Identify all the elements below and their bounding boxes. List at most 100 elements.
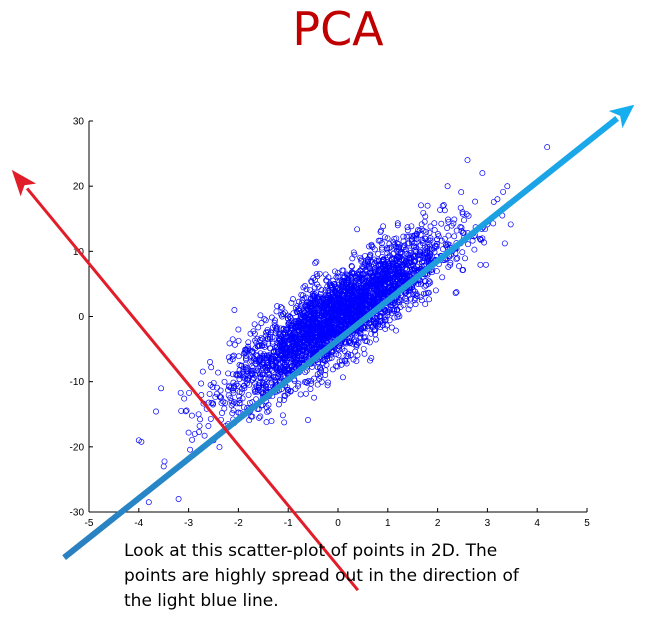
data-point: [354, 295, 361, 302]
data-point: [479, 235, 486, 242]
data-point: [216, 444, 223, 451]
data-point: [437, 206, 444, 213]
data-point: [337, 296, 344, 303]
data-point: [205, 423, 212, 429]
data-point: [257, 413, 264, 420]
data-point: [353, 358, 360, 365]
data-point: [256, 414, 262, 421]
data-point: [494, 196, 501, 203]
data-point: [297, 391, 304, 398]
data-point: [363, 292, 370, 299]
data-points: [135, 144, 551, 506]
data-point: [217, 387, 224, 394]
data-point: [308, 312, 315, 319]
data-point: [407, 302, 414, 309]
data-point: [458, 228, 465, 234]
data-point: [465, 212, 472, 219]
data-point: [240, 404, 247, 411]
data-point: [425, 237, 432, 244]
data-point: [252, 380, 259, 387]
data-point: [391, 314, 398, 321]
data-point: [161, 458, 168, 465]
data-point: [328, 313, 335, 320]
data-point: [303, 390, 309, 397]
data-point: [330, 295, 337, 302]
data-point: [199, 368, 206, 375]
data-point: [394, 314, 401, 321]
data-point: [273, 324, 280, 331]
data-point: [368, 270, 375, 277]
data-point: [222, 399, 229, 406]
data-point: [315, 359, 322, 366]
data-point: [257, 374, 264, 381]
data-point: [478, 237, 484, 244]
data-point: [459, 209, 466, 216]
data-point: [456, 263, 462, 270]
data-point: [451, 216, 458, 223]
data-point: [229, 336, 236, 343]
data-point: [401, 260, 408, 267]
data-point: [240, 372, 247, 379]
data-point: [444, 225, 451, 231]
data-point: [303, 331, 309, 338]
data-point: [284, 340, 291, 347]
data-point: [445, 218, 452, 225]
data-point: [423, 228, 430, 235]
data-point: [419, 238, 426, 245]
data-point: [483, 261, 489, 268]
data-point: [145, 499, 152, 506]
data-point: [367, 257, 374, 264]
data-point: [267, 335, 273, 342]
data-point: [216, 393, 223, 400]
data-point: [263, 404, 270, 411]
data-point: [324, 322, 331, 329]
data-point: [382, 277, 389, 284]
data-point: [358, 285, 365, 292]
data-point: [283, 357, 290, 364]
data-point: [208, 364, 215, 371]
data-point: [443, 241, 450, 248]
data-point: [280, 325, 287, 332]
data-point: [236, 393, 243, 400]
data-point: [287, 321, 294, 328]
data-point: [337, 318, 344, 325]
data-point: [295, 341, 302, 348]
data-point: [201, 432, 208, 439]
data-point: [277, 304, 284, 311]
data-point: [339, 267, 346, 274]
data-point: [242, 356, 249, 363]
data-point: [238, 362, 245, 369]
data-point: [381, 288, 388, 295]
data-point: [301, 379, 308, 386]
data-point: [420, 227, 427, 234]
data-point: [400, 238, 407, 245]
data-point: [324, 382, 331, 389]
data-point: [325, 288, 332, 295]
data-point: [392, 243, 399, 250]
data-point: [248, 363, 255, 370]
data-point: [298, 355, 305, 362]
data-point: [316, 307, 323, 314]
data-point: [287, 350, 294, 357]
data-point: [312, 314, 318, 321]
data-point: [256, 342, 263, 349]
data-point: [371, 320, 378, 327]
data-point: [319, 360, 326, 367]
data-point: [364, 291, 371, 298]
data-point: [432, 287, 439, 294]
data-point: [500, 188, 507, 195]
data-point: [240, 374, 247, 381]
data-point: [177, 389, 184, 396]
data-point: [277, 325, 284, 332]
data-point: [373, 313, 380, 320]
caption-line: points are highly spread out in the dire…: [124, 566, 519, 586]
data-point: [228, 402, 235, 409]
data-point: [358, 326, 365, 333]
data-point: [287, 330, 294, 336]
data-point: [257, 312, 264, 319]
data-point: [235, 353, 242, 360]
data-point: [308, 380, 315, 387]
data-point: [404, 266, 411, 273]
data-point: [415, 252, 422, 259]
data-point: [250, 328, 257, 335]
